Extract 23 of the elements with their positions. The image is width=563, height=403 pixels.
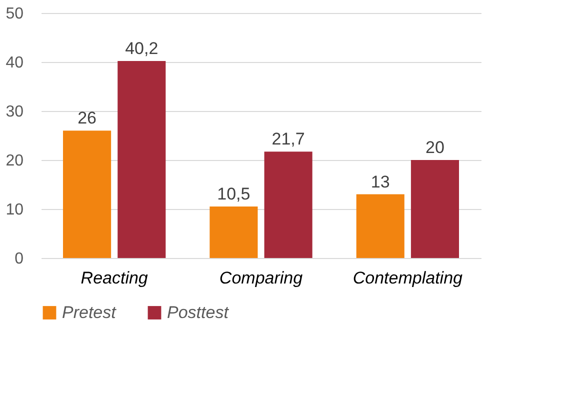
data-label: 40,2 bbox=[125, 39, 158, 58]
y-tick-label: 30 bbox=[6, 104, 24, 120]
y-tick-label: 20 bbox=[6, 152, 24, 170]
data-label: 13 bbox=[370, 172, 390, 192]
bar bbox=[210, 206, 258, 258]
data-label: 26 bbox=[78, 108, 96, 128]
bar bbox=[410, 160, 459, 258]
y-tick-label: 50 bbox=[6, 6, 24, 22]
x-tick-label: Comparing bbox=[219, 268, 304, 288]
data-label: 20 bbox=[426, 138, 444, 157]
y-tick-label: 10 bbox=[6, 202, 24, 218]
y-tick-label: 40 bbox=[6, 54, 24, 72]
y-tick-label: 0 bbox=[14, 250, 24, 268]
bar bbox=[264, 152, 312, 258]
bar bbox=[356, 194, 404, 258]
bar bbox=[63, 130, 112, 258]
x-tick-label: Contemplating bbox=[352, 268, 464, 288]
data-label: 21,7 bbox=[272, 130, 305, 149]
legend-label: Posttest bbox=[167, 302, 230, 322]
x-tick-label: Reacting bbox=[80, 268, 148, 288]
bar bbox=[118, 61, 166, 258]
data-label: 10,5 bbox=[217, 184, 250, 204]
legend-label: Pretest bbox=[62, 302, 118, 322]
